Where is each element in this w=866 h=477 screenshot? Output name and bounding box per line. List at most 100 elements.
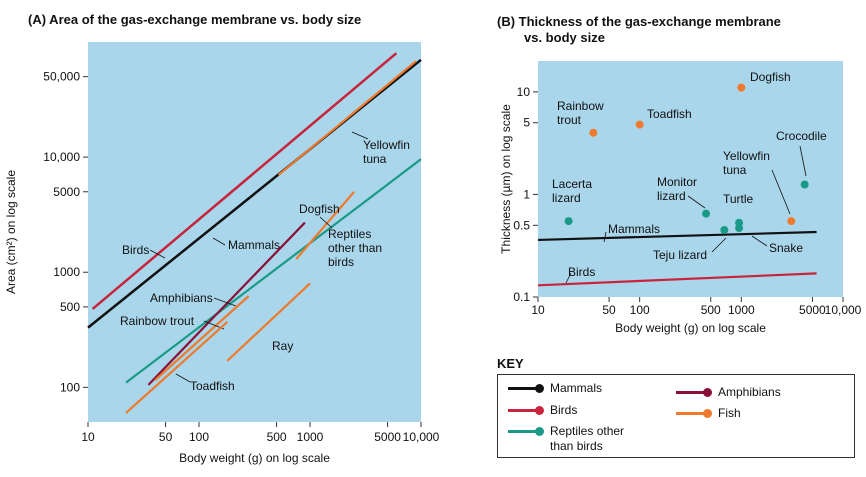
key-item-fish: Fish xyxy=(676,406,741,421)
key-swatch xyxy=(508,427,544,436)
y-tick-label-b: 0.1 xyxy=(513,290,530,304)
x-tick-label-a: 10,000 xyxy=(403,430,440,444)
key-swatch xyxy=(508,384,544,393)
series-label-yellowfin-tuna: Yellowfin tuna xyxy=(363,138,410,166)
x-tick-label-a: 1000 xyxy=(297,430,324,444)
key-item-amphibians: Amphibians xyxy=(676,385,781,400)
series-label-birds: Birds xyxy=(122,243,149,257)
point-label-dogfish: Dogfish xyxy=(750,70,791,84)
y-tick-label-a: 1000 xyxy=(53,265,80,279)
point-label-crocodile: Crocodile xyxy=(776,129,827,143)
data-point-monitor-lizard xyxy=(702,209,711,218)
series-label-amphibians: Amphibians xyxy=(150,291,213,305)
series-line-birds xyxy=(91,52,398,310)
x-tick-label-b: 100 xyxy=(630,303,650,317)
x-axis-label-a: Body weight (g) on log scale xyxy=(179,451,330,465)
x-tick-label-b: 500 xyxy=(701,303,721,317)
series-label-mammals: Mammals xyxy=(228,238,280,252)
panel-b-title-line1: (B) Thickness of the gas-exchange membra… xyxy=(497,14,781,29)
data-point-rainbow-trout xyxy=(589,128,598,137)
y-tick-label-b: 1 xyxy=(523,187,530,201)
x-tick-label-b: 10 xyxy=(531,303,545,317)
leader-line xyxy=(175,373,191,383)
data-point-snake xyxy=(735,224,744,233)
x-tick-label-b: 50 xyxy=(602,303,616,317)
y-tick-label-a: 5000 xyxy=(53,185,80,199)
data-point-crocodile xyxy=(800,180,809,189)
data-point-dogfish xyxy=(737,83,746,92)
series-label-reptiles-other-than-birds: Reptiles other than birds xyxy=(328,227,382,269)
leader-line xyxy=(799,145,807,177)
y-axis-label-a: Area (cm²) on log scale xyxy=(4,170,18,294)
y-tick-label-a: 100 xyxy=(60,380,80,394)
data-point-lacerta-lizard xyxy=(564,217,573,226)
key-label: Birds xyxy=(550,403,578,417)
point-label-turtle: Turtle xyxy=(723,192,754,206)
series-line-dogfish xyxy=(295,191,356,260)
leader-line xyxy=(212,237,226,246)
series-label-ray: Ray xyxy=(272,339,293,353)
y-tick-label-a: 500 xyxy=(60,300,80,314)
leader-line xyxy=(711,237,727,253)
key-swatch xyxy=(676,409,712,418)
point-label-toadfish: Toadfish xyxy=(647,107,692,121)
series-label-birds: Birds xyxy=(568,265,595,279)
series-line-yellowfin-tuna xyxy=(277,60,417,176)
leader-line xyxy=(771,169,791,215)
x-tick-label-a: 5000 xyxy=(374,430,401,444)
data-point-yellowfin-tuna xyxy=(787,217,796,226)
x-tick-label-a: 100 xyxy=(189,430,209,444)
leader-line xyxy=(149,249,166,259)
point-label-rainbow-trout: Rainbow trout xyxy=(557,99,604,127)
series-line-toadfish xyxy=(125,321,229,414)
key-item-mammals: Mammals xyxy=(508,381,602,396)
plot-area-b xyxy=(538,61,843,297)
leader-line xyxy=(319,216,333,229)
data-point-toadfish xyxy=(635,120,644,129)
y-tick-label-b: 5 xyxy=(523,116,530,130)
panel-a-title: (A) Area of the gas-exchange membrane vs… xyxy=(28,12,362,27)
x-tick-label-b: 1000 xyxy=(728,303,755,317)
data-point-teju-lizard xyxy=(720,226,729,235)
key-title: KEY xyxy=(497,356,524,371)
key-label: Amphibians xyxy=(718,385,781,399)
leader-line xyxy=(751,235,768,247)
key-label: Reptiles other than birds xyxy=(550,424,625,453)
x-tick-label-b: 10,000 xyxy=(825,303,862,317)
leader-line xyxy=(351,131,369,140)
leader-line xyxy=(687,195,706,209)
key-item-reptiles: Reptiles other than birds xyxy=(508,424,648,454)
series-label-rainbow-trout: Rainbow trout xyxy=(120,314,195,328)
y-tick-label-a: 50,000 xyxy=(43,70,80,84)
x-tick-label-a: 10 xyxy=(81,430,95,444)
key-label: Mammals xyxy=(550,381,603,395)
panel-b-title-line2: vs. body size xyxy=(524,30,605,45)
point-label-snake: Snake xyxy=(769,241,803,255)
leader-line xyxy=(565,272,572,284)
point-label-yellowfin-tuna: Yellowfin tuna xyxy=(723,149,770,177)
series-label-toadfish: Toadfish xyxy=(190,379,235,393)
point-label-lacerta-lizard: Lacerta lizard xyxy=(552,177,592,205)
x-tick-label-b: 5000 xyxy=(799,303,826,317)
leader-line xyxy=(213,297,237,307)
series-line-reptiles-other-than-birds xyxy=(125,158,422,384)
y-tick-label-b: 10 xyxy=(517,85,531,99)
key-swatch xyxy=(508,406,544,415)
point-label-teju-lizard: Teju lizard xyxy=(653,248,707,262)
x-tick-label-a: 50 xyxy=(159,430,173,444)
series-line-birds xyxy=(537,272,817,287)
series-line-mammals xyxy=(537,230,817,242)
key-box: Mammals Birds Reptiles other than birds … xyxy=(497,374,855,458)
y-tick-label-a: 10,000 xyxy=(43,150,80,164)
leader-line xyxy=(603,231,607,243)
x-axis-label-b: Body weight (g) on log scale xyxy=(615,321,766,335)
y-tick-label-b: 0.5 xyxy=(513,218,530,232)
key-item-birds: Birds xyxy=(508,403,577,418)
series-line-mammals xyxy=(87,58,422,329)
point-label-monitor-lizard: Monitor lizard xyxy=(657,175,697,203)
y-axis-label-b: Thickness (µm) on log scale xyxy=(499,104,513,254)
series-label-dogfish: Dogfish xyxy=(299,202,340,216)
series-line-amphibians xyxy=(147,221,306,386)
key-swatch xyxy=(676,388,712,397)
